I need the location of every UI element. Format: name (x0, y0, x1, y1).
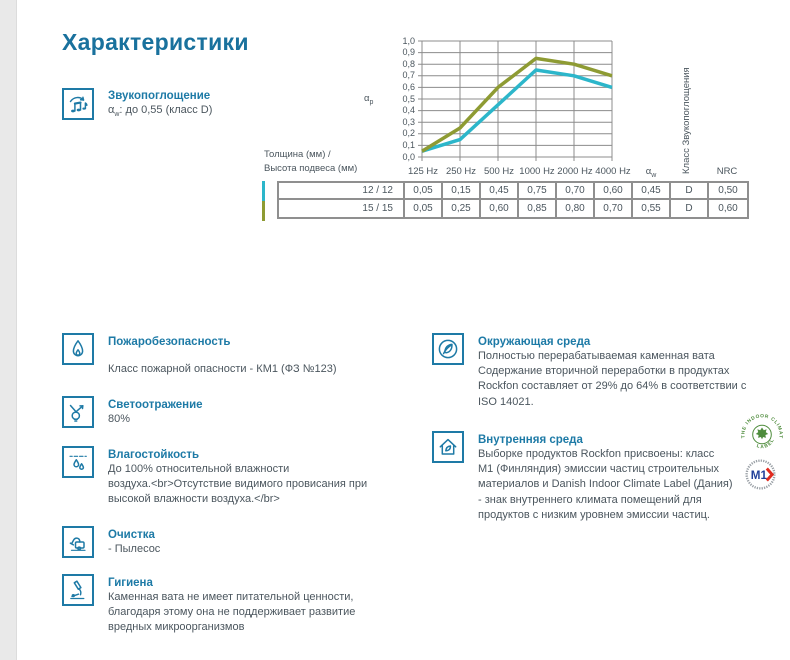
section-hygiene: Гигиена Каменная вата не имеет питательн… (62, 574, 402, 636)
table-corner-label-line1: Толщина (мм) / (264, 149, 331, 160)
y-tick-label: 0,9 (402, 47, 415, 58)
table-cell: 0,70 (595, 200, 633, 217)
leaf-glyph (755, 427, 769, 440)
section-title: Внутренняя среда (478, 434, 583, 446)
table-cell: D (671, 200, 709, 217)
table-cell: 0,15 (443, 183, 481, 200)
table-cell: 0,60 (595, 183, 633, 200)
sound-absorption-title: Звукопоглощение (108, 90, 211, 102)
m1-emission-label-logo: M1 (745, 459, 776, 490)
section-title: Очистка (108, 529, 155, 541)
section-cleaning: Очистка - Пылесос (62, 526, 402, 558)
section-title: Гигиена (108, 577, 153, 589)
section-title: Окружающая среда (478, 336, 591, 348)
table-cell: 0,05 (405, 200, 443, 217)
y-tick-label: 1,0 (402, 35, 415, 46)
sound-absorption-value: αw: до 0,55 (класс D) (108, 103, 212, 122)
series-marker-15-15 (262, 201, 265, 221)
microscope-icon (62, 574, 94, 606)
sound-absorption-feature: Звукопоглощение αw: до 0,55 (класс D) (62, 88, 392, 122)
table-cell: 0,80 (557, 200, 595, 217)
droplets-icon (62, 446, 94, 478)
section-title: Пожаробезопасность (108, 336, 231, 348)
table-cell: 0,45 (633, 183, 671, 200)
section-title: Светоотражение (108, 399, 203, 411)
y-tick-label: 0,4 (402, 105, 415, 116)
table-cell: 0,25 (443, 200, 481, 217)
section-body: До 100% относительной влажности воздуха.… (108, 463, 368, 506)
leaf-circle-icon (432, 333, 464, 365)
indoor-climate-label-logo: THE INDOOR CLIMATE LABEL (739, 412, 783, 450)
table-cell: 0,70 (557, 183, 595, 200)
column-header-nrc: NRC (716, 166, 738, 177)
table-cell: 0,60 (481, 200, 519, 217)
section-body: Полностью перерабатываемая каменная вата… (478, 350, 747, 408)
y-tick-label: 0,0 (402, 151, 415, 162)
absorption-data-table: 12 / 12 0,05 0,15 0,45 0,75 0,70 0,60 0,45 D 0,50… (277, 181, 749, 219)
table-corner-label-line2: Высота подвеса (мм) (264, 163, 358, 174)
series-line-12/12 (421, 68, 613, 153)
table-cell: 0,45 (481, 183, 519, 200)
section-body: Класс пожарной опасности - КМ1 (ФЗ №123) (108, 363, 337, 375)
table-cell: 0,50 (709, 183, 747, 200)
column-header-freq: 125 Hz (407, 166, 439, 177)
lightbulb-icon (62, 396, 94, 428)
y-tick-label: 0,5 (402, 93, 415, 104)
series-marker-12-12 (262, 181, 265, 201)
alpha-symbol: α (108, 104, 115, 116)
column-header-freq: 1000 Hz (519, 166, 555, 177)
y-tick-label: 0,7 (402, 70, 415, 81)
column-header-freq: 250 Hz (445, 166, 477, 177)
table-cell: 0,75 (519, 183, 557, 200)
chart-y-axis-label: αp (364, 93, 374, 106)
page-left-margin (0, 0, 17, 660)
table-cell: D (671, 183, 709, 200)
section-moisture-resistance: Влагостойкость До 100% относительной вла… (62, 446, 402, 508)
y-tick-label: 0,2 (402, 128, 415, 139)
section-body: Выборке продуктов Rockfon присвоены: кла… (478, 448, 733, 521)
section-body: - Пылесос (108, 543, 161, 555)
section-indoor-environment: Внутренняя среда Выборке продуктов Rockf… (432, 431, 762, 523)
column-header-freq: 500 Hz (483, 166, 515, 177)
section-body: 80% (108, 413, 131, 425)
table-cell: 0,85 (519, 200, 557, 217)
y-tick-label: 0,1 (402, 139, 415, 150)
section-body: Каменная вата не имеет питательной ценно… (108, 591, 356, 634)
series-line-15/15 (421, 56, 613, 153)
table-cell: 0,60 (709, 200, 747, 217)
absorption-class-axis-label: Класс Звукопоглощения (681, 67, 692, 175)
section-environment: Окружающая среда Полностью перерабатывае… (432, 333, 762, 410)
table-row-label: 15 / 15 (279, 200, 405, 217)
vacuum-icon (62, 526, 94, 558)
section-title: Влагостойкость (108, 449, 200, 461)
alpha-subscript: w (114, 111, 120, 119)
column-header-freq: 4000 Hz (595, 166, 631, 177)
y-tick-label: 0,3 (402, 116, 415, 127)
series-color-markers (262, 181, 265, 221)
alpha-value-text: : до 0,55 (класс D) (119, 104, 213, 116)
table-cell: 0,55 (633, 200, 671, 217)
m1-label-text: M1 (751, 469, 768, 482)
section-light-reflection: Светоотражение 80% (62, 396, 402, 428)
table-row-label: 12 / 12 (279, 183, 405, 200)
table-cell: 0,05 (405, 183, 443, 200)
absorption-chart (418, 40, 613, 161)
music-notes-icon (62, 88, 94, 120)
y-tick-label: 0,6 (402, 81, 415, 92)
page-title: Характеристики (62, 29, 249, 55)
m1-chevron (765, 467, 775, 482)
y-tick-label: 0,8 (402, 58, 415, 69)
column-header-freq: 2000 Hz (557, 166, 593, 177)
section-fire-safety: Пожаробезопасность Класс пожарной опасно… (62, 333, 402, 377)
house-leaf-icon (432, 431, 464, 463)
flame-icon (62, 333, 94, 365)
column-header-alpha-w: αw (645, 166, 657, 179)
